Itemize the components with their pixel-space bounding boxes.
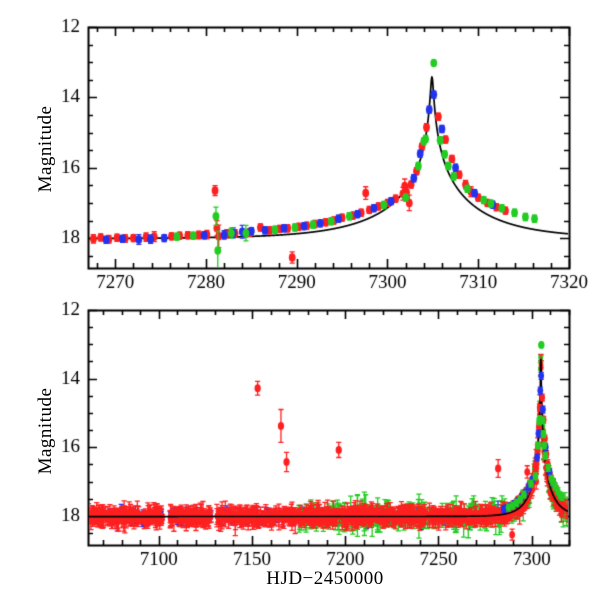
light-curve-canvas [0, 0, 600, 600]
light-curve-figure: Magnitude Magnitude HJD−2450000 [0, 0, 600, 600]
